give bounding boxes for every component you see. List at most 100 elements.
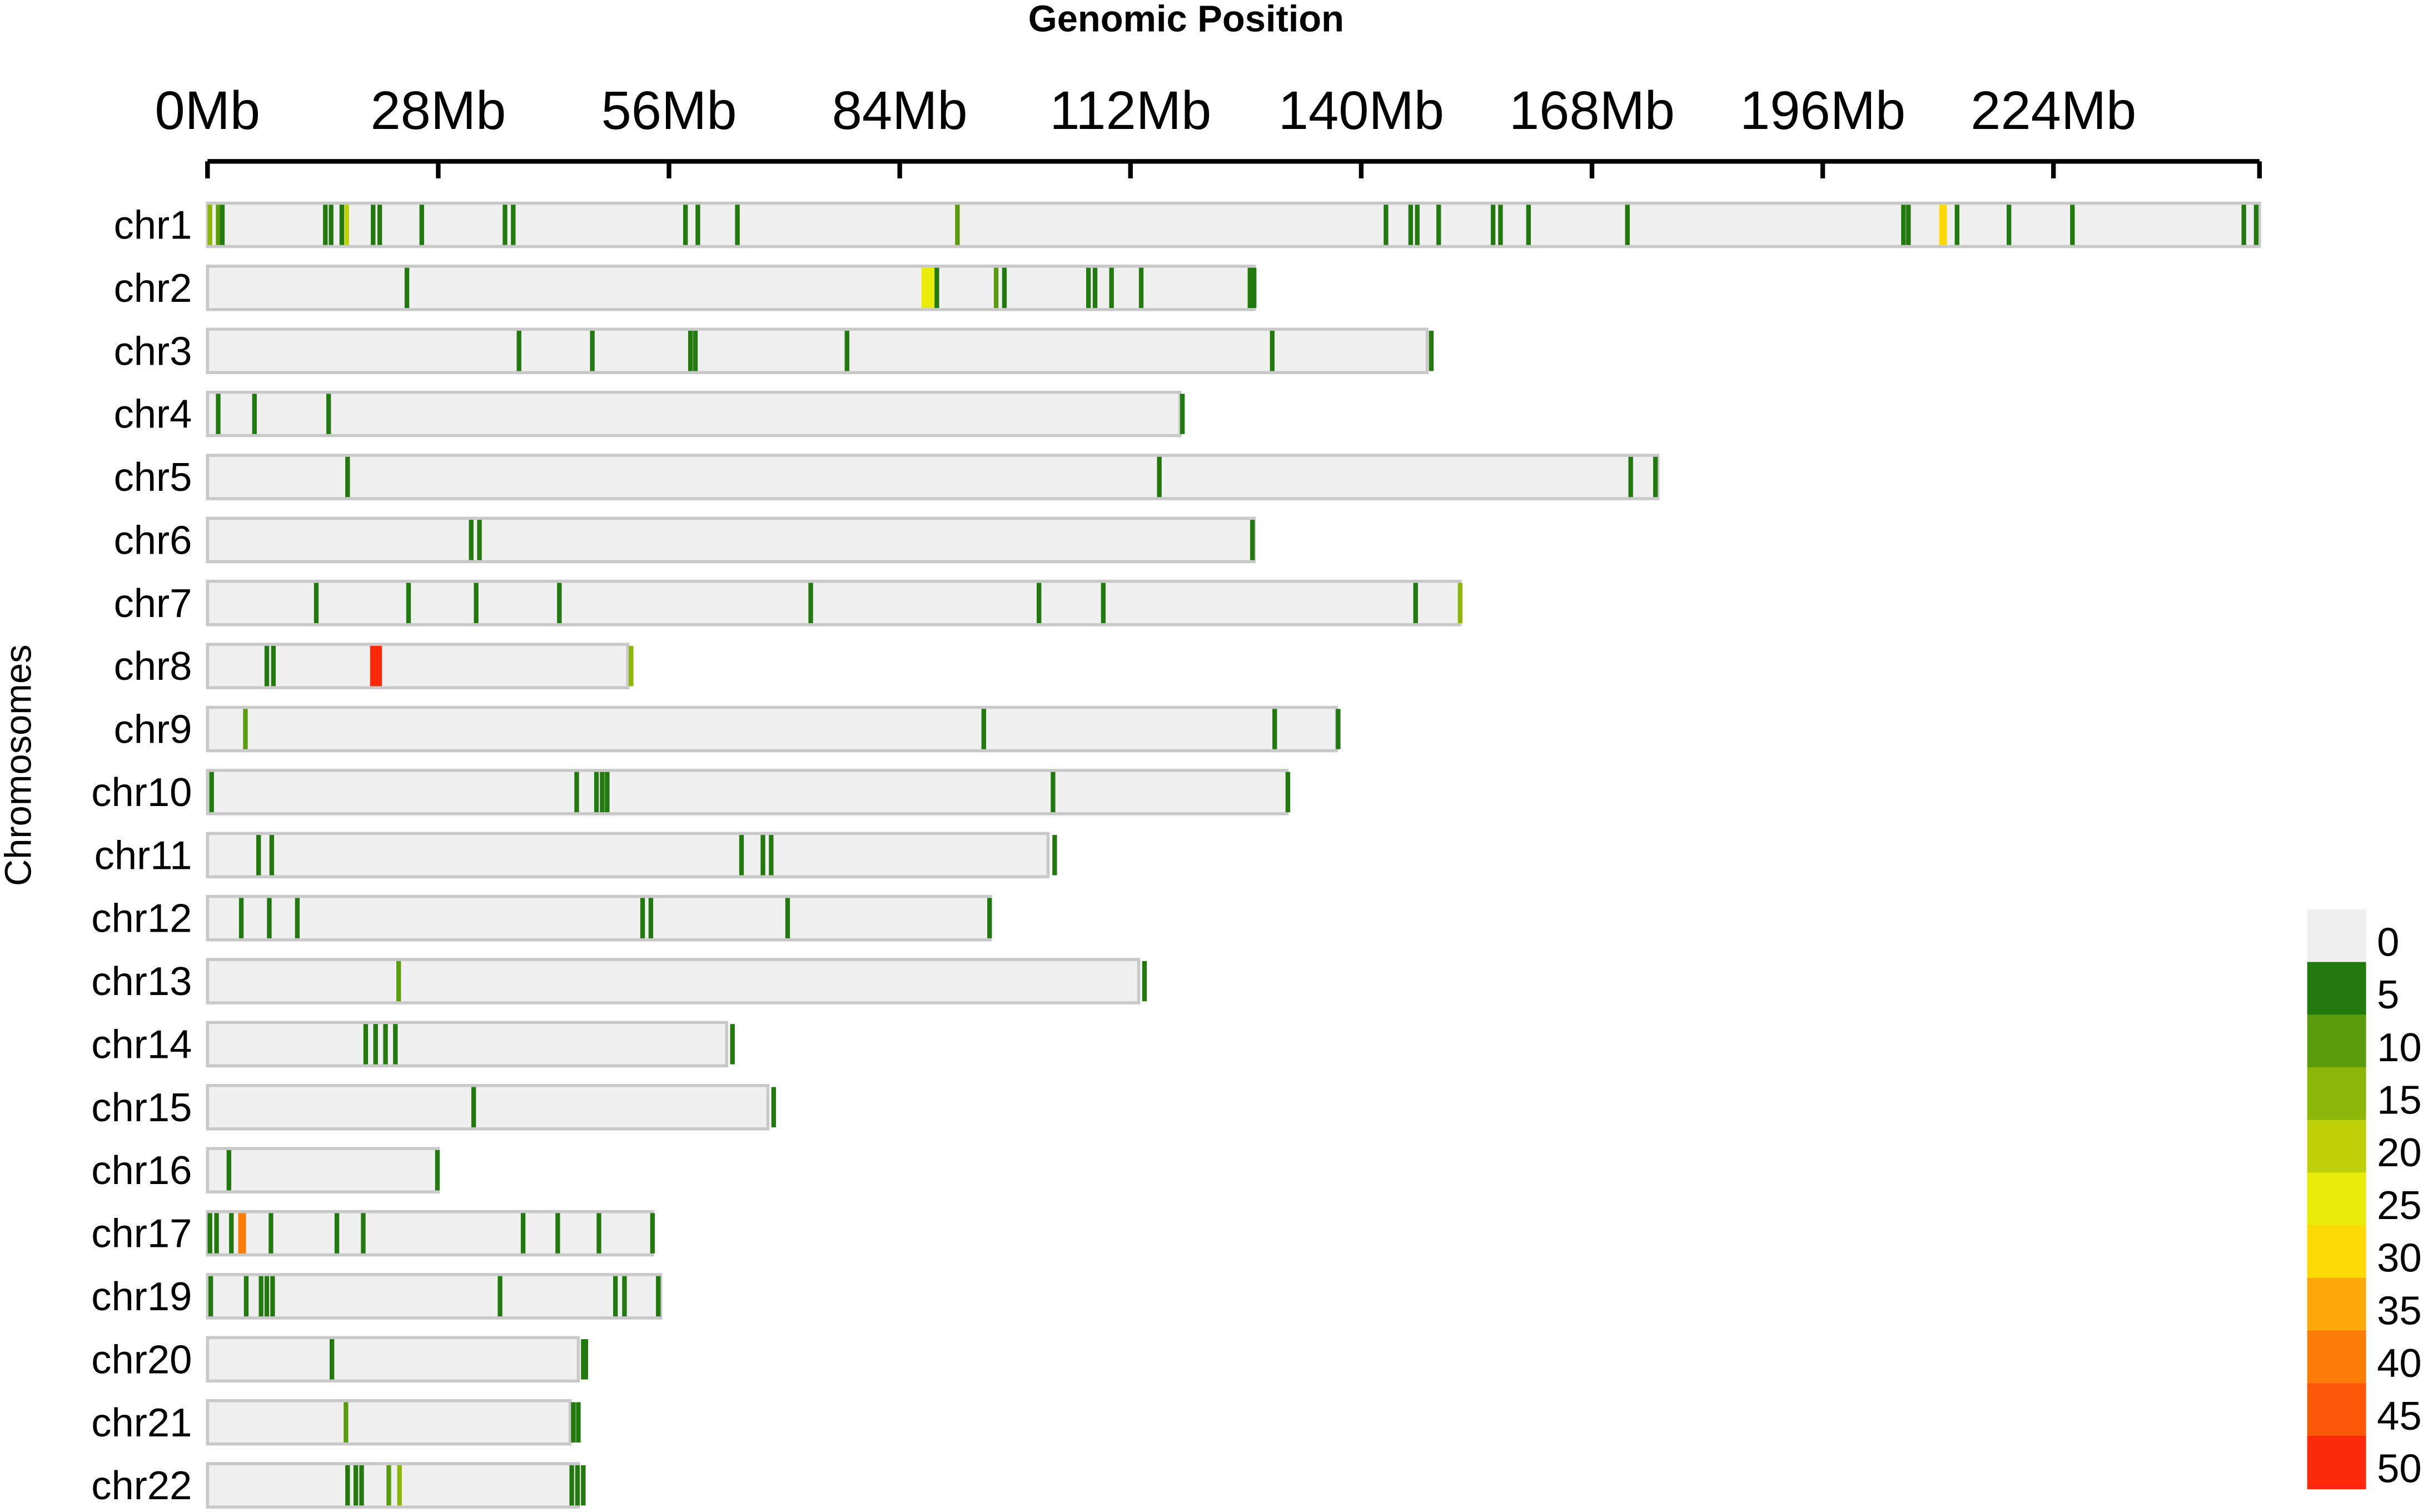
density-mark	[363, 1024, 369, 1065]
density-mark	[2241, 205, 2246, 245]
density-mark	[216, 394, 221, 434]
chromosome-row-chr19: chr19	[91, 1273, 663, 1320]
density-mark	[295, 898, 300, 938]
density-mark	[656, 1276, 661, 1317]
chromosome-bar	[206, 327, 1429, 375]
chromosome-row-chr10: chr10	[91, 769, 1291, 815]
density-mark	[596, 1213, 601, 1254]
density-mark	[1336, 709, 1341, 749]
density-mark	[735, 205, 740, 245]
density-mark	[622, 1276, 627, 1317]
density-mark	[238, 1213, 246, 1254]
chromosome-bar	[206, 1021, 729, 1068]
density-mark	[575, 1465, 580, 1506]
x-tick-label: 28Mb	[370, 80, 506, 141]
density-mark	[683, 205, 688, 245]
chromosome-bar	[206, 894, 992, 942]
density-mark	[214, 1213, 219, 1254]
density-mark	[693, 331, 698, 371]
legend-swatch	[2307, 962, 2366, 1016]
density-mark	[760, 835, 765, 876]
density-mark	[571, 1402, 576, 1443]
density-mark	[934, 267, 939, 309]
density-mark	[471, 1087, 476, 1128]
density-mark	[511, 205, 516, 245]
chromosome-label: chr2	[114, 266, 192, 311]
chromosome-row-chr20: chr20	[91, 1336, 588, 1383]
density-mark	[216, 205, 221, 245]
density-mark	[383, 1024, 388, 1065]
density-mark	[576, 1402, 581, 1443]
density-mark	[329, 1339, 335, 1380]
density-mark	[373, 1024, 378, 1065]
density-mark	[2253, 205, 2259, 245]
chromosome-bar	[206, 390, 1182, 437]
chromosome-label: chr21	[91, 1400, 192, 1445]
density-mark	[2070, 205, 2075, 245]
density-mark	[808, 583, 813, 623]
legend-label: 50	[2377, 1446, 2422, 1491]
density-mark	[474, 583, 479, 623]
chromosome-row-chr11: chr11	[94, 832, 1057, 879]
density-mark	[256, 835, 261, 876]
legend-label: 5	[2377, 972, 2399, 1017]
chromosome-bar	[206, 1084, 770, 1131]
chromosome-row-chr4: chr4	[114, 390, 1185, 437]
density-mark	[650, 1213, 655, 1254]
density-mark	[258, 1276, 263, 1317]
density-mark	[581, 1465, 586, 1506]
density-mark	[377, 205, 382, 245]
chromosome-label: chr11	[94, 833, 192, 878]
chromosome-label: chr7	[114, 581, 192, 626]
legend-label: 20	[2377, 1130, 2422, 1175]
density-mark	[419, 205, 424, 245]
density-mark	[581, 1339, 586, 1380]
density-mark	[345, 456, 350, 498]
density-mark	[435, 1150, 440, 1191]
x-tick-label: 224Mb	[1971, 80, 2136, 141]
x-tick-label: 196Mb	[1740, 80, 1905, 141]
legend-label: 10	[2377, 1025, 2422, 1070]
density-mark	[1142, 961, 1147, 1002]
chromosome-bar	[206, 1336, 580, 1383]
density-mark	[516, 331, 521, 371]
density-mark	[993, 267, 999, 309]
legend-label: 25	[2377, 1183, 2422, 1228]
density-mark	[1002, 267, 1007, 309]
density-mark	[397, 1465, 402, 1506]
x-axis: 0Mb 28Mb 56Mb 84Mb 112Mb 140Mb 168Mb 196Mb 224Mb	[155, 80, 2262, 178]
density-mark	[1052, 835, 1057, 876]
legend-swatch	[2307, 1435, 2366, 1490]
density-mark	[1498, 205, 1503, 245]
legend-label: 40	[2377, 1341, 2422, 1386]
density-mark	[371, 205, 376, 245]
chromosome-bar	[206, 643, 630, 689]
chromosome-label: chr19	[91, 1274, 192, 1319]
legend-swatch	[2307, 1330, 2366, 1384]
density-mark	[955, 205, 960, 245]
density-mark	[844, 331, 849, 371]
density-mark	[1247, 267, 1252, 309]
chromosome-bar	[206, 454, 1660, 500]
chromosome-label: chr22	[91, 1463, 192, 1508]
chromosome-label: chr9	[114, 707, 192, 752]
density-mark	[238, 898, 244, 938]
x-tick-label: 0Mb	[155, 80, 260, 141]
chromosome-label: chr17	[91, 1211, 192, 1256]
density-mark	[1901, 205, 1906, 245]
chromosome-label: chr5	[114, 455, 192, 500]
density-mark	[226, 1150, 232, 1191]
density-mark	[1101, 583, 1106, 623]
density-mark	[569, 1465, 574, 1506]
chromosome-label: chr1	[114, 203, 192, 248]
chromosome-bar	[206, 1273, 663, 1320]
chromosome-bar	[206, 265, 1256, 311]
density-mark	[393, 1024, 398, 1065]
density-mark	[629, 645, 634, 687]
x-tick-label: 84Mb	[832, 80, 968, 141]
density-mark	[1457, 583, 1462, 623]
legend-swatch	[2307, 1014, 2366, 1068]
density-mark	[243, 1276, 249, 1317]
density-mark	[695, 205, 700, 245]
